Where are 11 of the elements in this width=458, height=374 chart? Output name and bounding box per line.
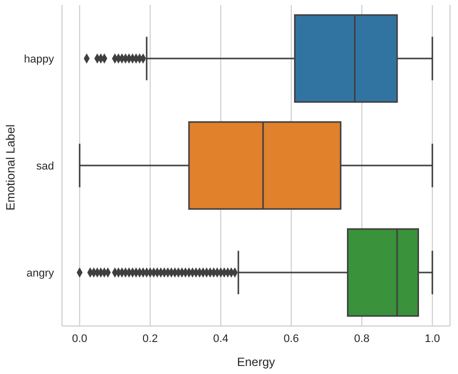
x-tick-label: 1.0 (424, 332, 440, 345)
x-axis-title: Energy (236, 355, 276, 369)
y-tick-label: angry (26, 267, 54, 280)
y-tick-label: happy (24, 53, 54, 66)
x-tick-label: 0.6 (284, 332, 299, 345)
y-tick-label: sad (36, 160, 54, 172)
y-axis-title: Emotional Label (3, 124, 18, 210)
x-tick-label: 0.2 (142, 332, 158, 345)
x-tick-label: 0.0 (72, 332, 88, 345)
x-tick-label: 0.4 (213, 332, 228, 345)
x-tick-label: 0.8 (354, 332, 370, 345)
